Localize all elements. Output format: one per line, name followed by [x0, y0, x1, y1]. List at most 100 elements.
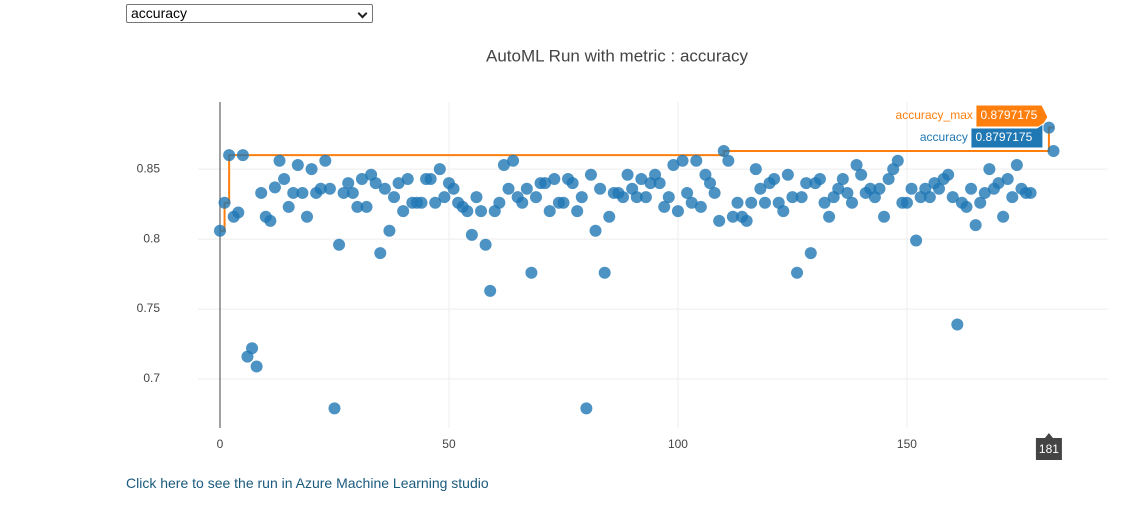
point [594, 182, 607, 195]
y-tick-label: 0.8 [143, 231, 160, 245]
point [282, 200, 295, 213]
point [704, 177, 717, 190]
point [960, 200, 973, 213]
point [507, 154, 520, 167]
point [397, 205, 410, 218]
point [433, 163, 446, 176]
point [726, 210, 739, 223]
point [571, 205, 584, 218]
point [236, 149, 249, 162]
point [983, 163, 996, 176]
point [598, 266, 611, 279]
point [749, 163, 762, 176]
point [795, 191, 808, 204]
point [617, 191, 630, 204]
point [291, 158, 304, 171]
point [484, 284, 497, 297]
point [685, 196, 698, 209]
hover-x-label: 181 [1039, 442, 1059, 456]
point [543, 205, 556, 218]
point [268, 181, 281, 194]
point [694, 200, 707, 213]
hover-name: accuracy_max [896, 108, 973, 122]
point [232, 206, 245, 219]
point [424, 172, 437, 185]
point [818, 196, 831, 209]
point [557, 196, 570, 209]
point [401, 172, 414, 185]
point [539, 177, 552, 190]
point [305, 163, 318, 176]
point [855, 168, 868, 181]
point [978, 186, 991, 199]
point [777, 205, 790, 218]
point [754, 182, 767, 195]
point [520, 182, 533, 195]
point [447, 182, 460, 195]
point [690, 154, 703, 167]
point [589, 224, 602, 237]
point [246, 342, 259, 355]
point [1024, 186, 1037, 199]
point [351, 200, 364, 213]
point [493, 196, 506, 209]
point [584, 168, 597, 181]
point [639, 191, 652, 204]
hover-x-box [1035, 433, 1062, 460]
point [713, 214, 726, 227]
point [323, 182, 336, 195]
chart-title: AutoML Run with metric : accuracy [486, 46, 749, 65]
point [891, 154, 904, 167]
point [997, 210, 1010, 223]
point [804, 247, 817, 260]
hover-value: 0.8797175 [981, 108, 1038, 122]
point [575, 191, 588, 204]
point [255, 186, 268, 199]
point [1010, 158, 1023, 171]
point [465, 228, 478, 241]
point [882, 172, 895, 185]
point [497, 158, 510, 171]
point [800, 177, 813, 190]
metric-dropdown[interactable]: accuracy [126, 4, 373, 23]
point [1042, 121, 1055, 134]
point [832, 182, 845, 195]
point [378, 182, 391, 195]
point [905, 182, 918, 195]
point [731, 196, 744, 209]
point [529, 191, 542, 204]
point [360, 200, 373, 213]
point [951, 318, 964, 331]
point [621, 168, 634, 181]
x-tick-label: 0 [217, 437, 224, 451]
point [388, 191, 401, 204]
point [374, 247, 387, 260]
point [223, 149, 236, 162]
hover-labels: 0.8797175accuracy_max0.8797175accuracy18… [896, 104, 1062, 460]
y-tick-label: 0.85 [137, 161, 161, 175]
point [369, 177, 382, 190]
x-tick-label: 150 [897, 437, 917, 451]
point [992, 177, 1005, 190]
point [603, 210, 616, 223]
point [1001, 172, 1014, 185]
x-tick-label: 100 [668, 437, 688, 451]
point [273, 154, 286, 167]
studio-link[interactable]: Click here to see the run in Azure Machi… [126, 475, 489, 491]
point [383, 224, 396, 237]
point [974, 196, 987, 209]
point [213, 224, 226, 237]
point [415, 196, 428, 209]
point [965, 182, 978, 195]
point [836, 172, 849, 185]
point [287, 186, 300, 199]
point [264, 214, 277, 227]
point [479, 238, 492, 251]
point [516, 196, 529, 209]
point [841, 186, 854, 199]
point [969, 219, 982, 232]
point [1006, 191, 1019, 204]
point [300, 210, 313, 223]
point [328, 402, 341, 415]
